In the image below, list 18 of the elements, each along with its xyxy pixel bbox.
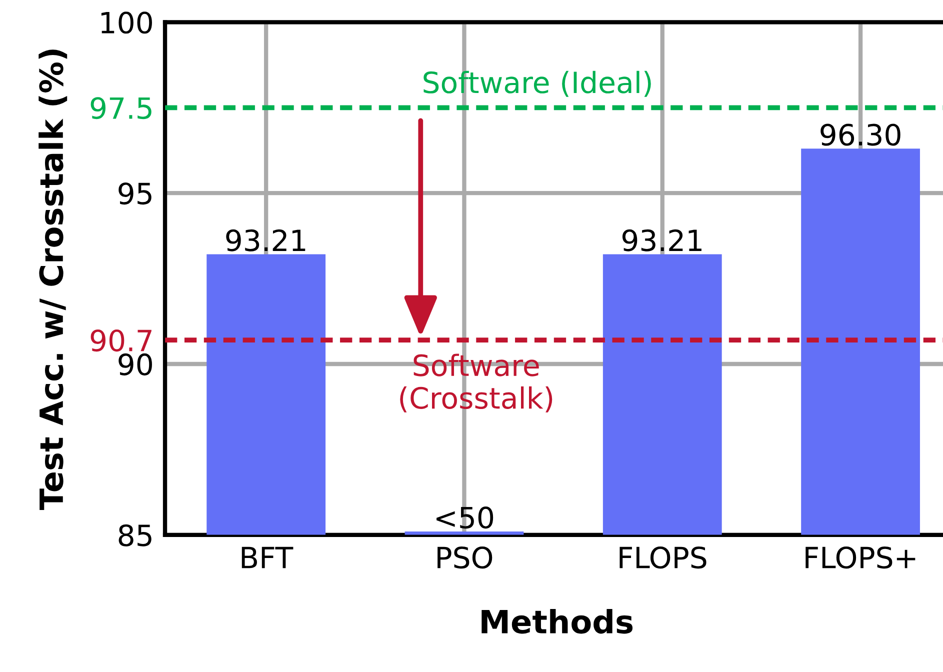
y-tick-label: 95 [118, 182, 152, 205]
y-tick-label: 85 [118, 524, 152, 546]
ref-line-label: Software (Ideal) [424, 70, 651, 97]
legend-label: Software (Crosstalk) [400, 354, 552, 412]
data-label: 96.30 [820, 124, 900, 146]
data-label: 93.21 [622, 229, 702, 252]
y-tick-label: 90.7 [90, 330, 152, 352]
data-label: <50 [436, 506, 494, 529]
x-axis-title: Methods [482, 608, 633, 634]
x-tick-label: FLOPS+ [806, 546, 916, 569]
y-tick-label: 90 [118, 353, 152, 376]
y-tick-label: 97.5 [90, 97, 152, 120]
data-label: 93.21 [226, 229, 306, 252]
y-axis-title: Test Acc. w/ Crosstalk (%) [38, 50, 68, 510]
x-tick-label: FLOPS [620, 546, 706, 569]
x-tick-label: BFT [242, 546, 294, 568]
x-tick-label: PSO [438, 546, 492, 569]
y-tick-label: 100 [101, 12, 152, 34]
